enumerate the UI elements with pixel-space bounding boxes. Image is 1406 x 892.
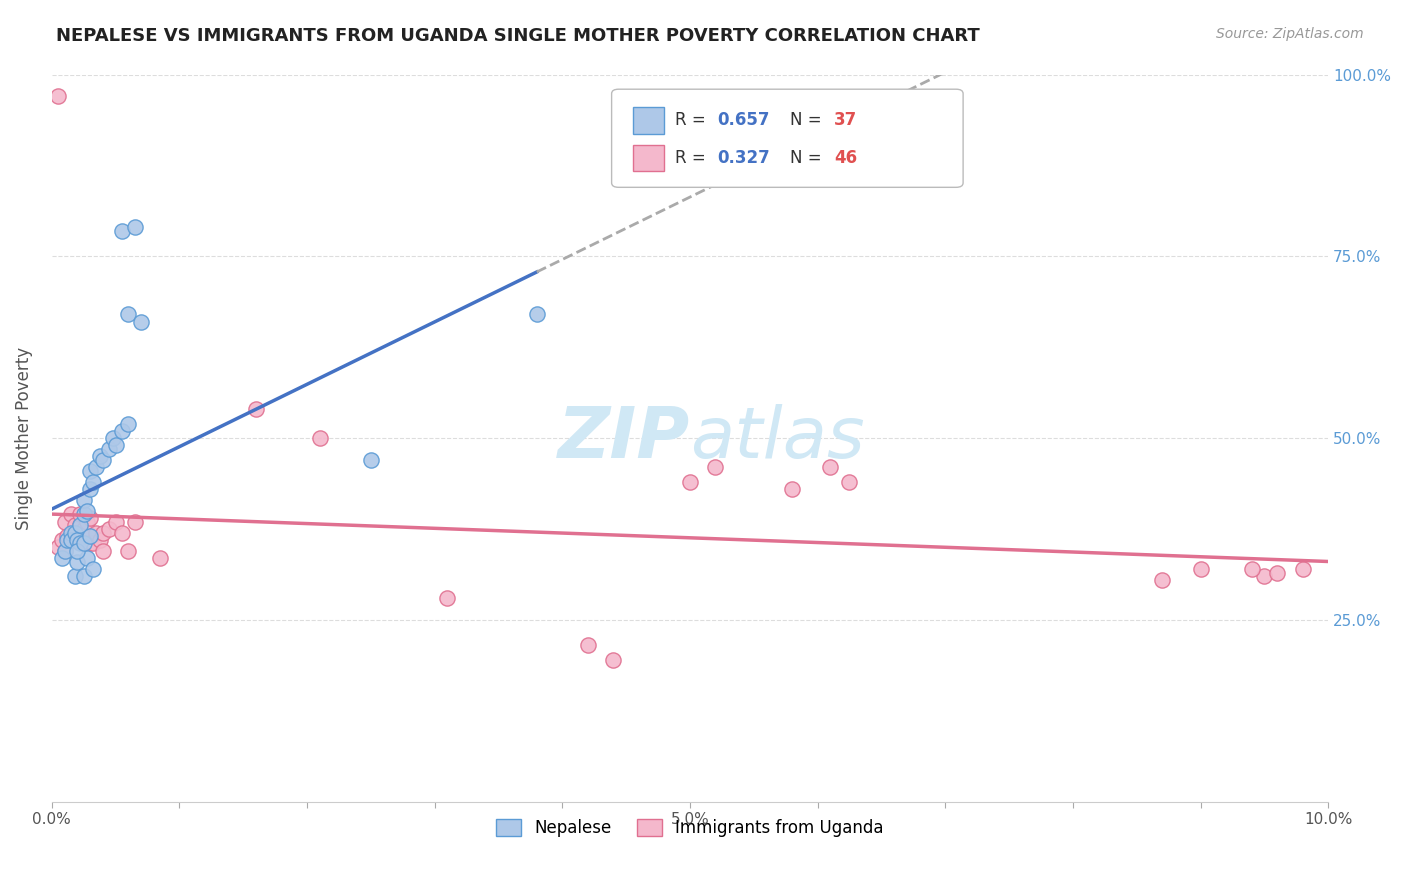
Point [111, 224, 134, 238]
Point [79, 482, 101, 496]
Point [101, 431, 124, 445]
Point [69, 518, 91, 533]
Point [704, 460, 727, 475]
Point [76, 515, 98, 529]
Point [82, 536, 104, 550]
Point [51, 533, 73, 547]
Point [73, 522, 96, 536]
Point [76, 525, 98, 540]
Point [79, 529, 101, 543]
Point [117, 417, 139, 431]
Point [66, 533, 89, 547]
Point [98, 442, 121, 456]
Point [79, 464, 101, 478]
Point [1240, 562, 1263, 576]
Point [56, 533, 79, 547]
Point [79, 511, 101, 525]
Point [104, 438, 127, 452]
Point [117, 308, 139, 322]
Point [679, 475, 702, 489]
Point [63, 518, 86, 533]
Point [51, 551, 73, 566]
Point [76, 551, 98, 566]
Point [59, 508, 82, 522]
Point [82, 562, 104, 576]
Point [73, 508, 96, 522]
Point [59, 533, 82, 547]
Point [1189, 562, 1212, 576]
Point [86, 525, 108, 540]
Point [245, 401, 267, 416]
Point [1253, 569, 1275, 583]
Point [1265, 566, 1288, 580]
Text: NEPALESE VS IMMIGRANTS FROM UGANDA SINGLE MOTHER POVERTY CORRELATION CHART: NEPALESE VS IMMIGRANTS FROM UGANDA SINGL… [56, 27, 980, 45]
Point [79, 536, 101, 550]
Point [91, 453, 114, 467]
Point [53, 515, 76, 529]
Point [59, 525, 82, 540]
Point [576, 638, 599, 652]
Point [66, 543, 89, 558]
Text: 46: 46 [834, 149, 856, 167]
Point [780, 482, 803, 496]
Point [53, 543, 76, 558]
Point [124, 220, 146, 235]
Text: R =: R = [675, 149, 711, 167]
Point [86, 460, 108, 475]
Point [91, 525, 114, 540]
Point [308, 431, 330, 445]
Legend: Nepalese, Immigrants from Uganda: Nepalese, Immigrants from Uganda [489, 813, 890, 844]
Point [73, 536, 96, 550]
Point [59, 533, 82, 547]
Point [129, 315, 152, 329]
Point [63, 569, 86, 583]
Point [69, 518, 91, 533]
Text: R =: R = [675, 112, 711, 129]
Text: N =: N = [790, 149, 827, 167]
Point [63, 533, 86, 547]
Point [602, 653, 624, 667]
Point [104, 515, 127, 529]
Point [1291, 562, 1313, 576]
Point [69, 508, 91, 522]
Y-axis label: Single Mother Poverty: Single Mother Poverty [15, 346, 32, 530]
Point [98, 522, 121, 536]
Point [56, 529, 79, 543]
Point [111, 424, 134, 438]
Point [63, 525, 86, 540]
Point [73, 492, 96, 507]
Point [89, 533, 111, 547]
Text: 37: 37 [834, 112, 858, 129]
Point [91, 543, 114, 558]
Point [73, 569, 96, 583]
Point [838, 475, 860, 489]
Point [89, 449, 111, 463]
Point [124, 515, 146, 529]
Point [46, 540, 69, 554]
Text: 0.327: 0.327 [717, 149, 770, 167]
Point [53, 543, 76, 558]
Point [73, 536, 96, 550]
Point [526, 308, 548, 322]
Text: atlas: atlas [690, 403, 865, 473]
Point [436, 591, 458, 605]
Point [1152, 573, 1174, 587]
Text: N =: N = [790, 112, 827, 129]
Point [360, 453, 382, 467]
Point [117, 543, 139, 558]
Point [66, 533, 89, 547]
Point [82, 475, 104, 489]
Text: ZIP: ZIP [558, 403, 690, 473]
Text: Source: ZipAtlas.com: Source: ZipAtlas.com [1216, 27, 1364, 41]
Point [66, 555, 89, 569]
Text: 0.657: 0.657 [717, 112, 769, 129]
Point [69, 536, 91, 550]
Point [46, 89, 69, 103]
Point [820, 460, 842, 475]
Point [149, 551, 172, 566]
Point [76, 504, 98, 518]
Point [111, 525, 134, 540]
